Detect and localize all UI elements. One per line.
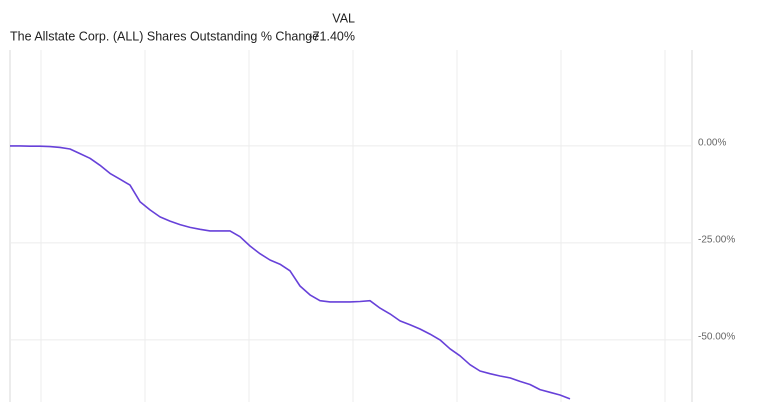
vertical-grid: [40, 50, 666, 402]
legend-label: The Allstate Corp. (ALL) Shares Outstand…: [10, 29, 319, 43]
plot-border: [9, 50, 693, 402]
value-header: VAL: [332, 11, 355, 25]
legend-value: -71.40%: [308, 29, 355, 43]
series-line: [10, 145, 571, 400]
y-tick-label: -50.00%: [698, 332, 735, 343]
y-tick-label: 0.00%: [698, 137, 726, 148]
y-tick-label: -25.00%: [698, 235, 735, 246]
